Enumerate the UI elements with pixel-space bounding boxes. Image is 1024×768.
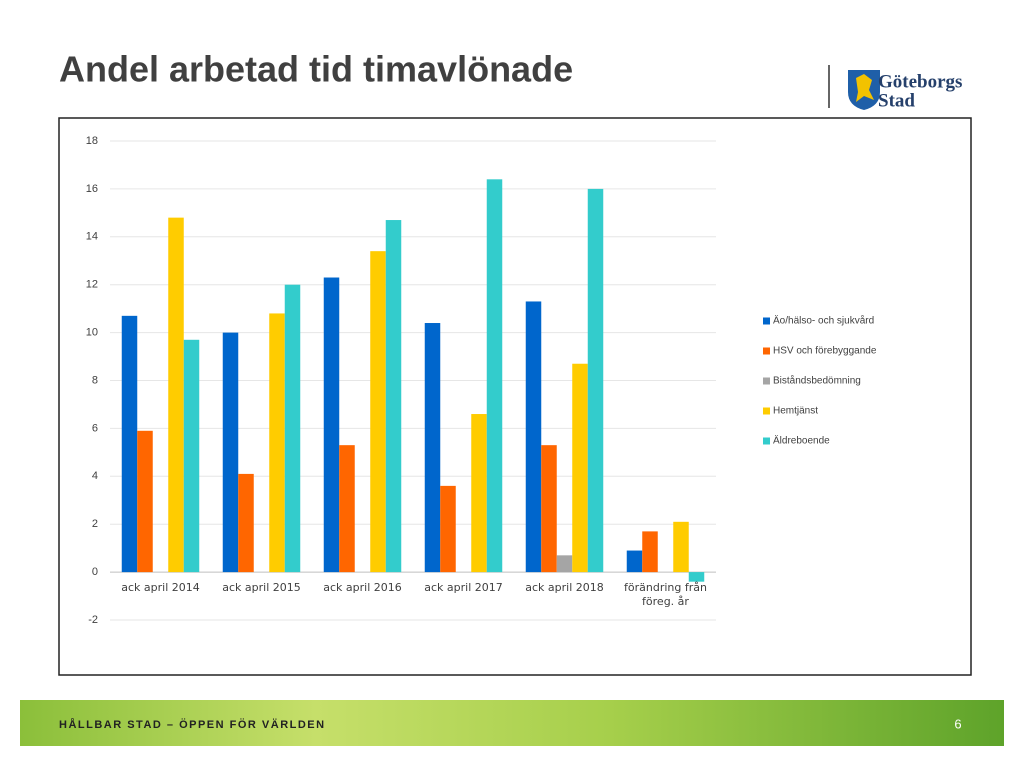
logo-lion: [856, 74, 874, 102]
bar: [642, 531, 658, 573]
y-tick-label: 0: [92, 566, 98, 578]
bar: [471, 414, 487, 573]
legend-swatch: [763, 407, 770, 415]
bar: [323, 277, 340, 573]
y-tick-label: 18: [86, 135, 98, 147]
y-tick-label: 12: [86, 279, 98, 291]
legend-swatch: [763, 377, 770, 385]
bar: [168, 217, 184, 573]
x-tick-label: ack april 2018: [525, 581, 604, 595]
bar: [541, 445, 557, 573]
bar: [121, 315, 138, 573]
bar: [556, 555, 573, 573]
x-tick-label: ack april 2014: [121, 581, 200, 595]
y-tick-label: 4: [92, 470, 98, 482]
legend-label: Äo/hälso- och sjukvård: [773, 315, 874, 327]
footer-text: HÅLLBAR STAD – ÖPPEN FÖR VÄRLDEN: [59, 718, 326, 731]
bar: [626, 550, 643, 573]
bar: [222, 332, 239, 573]
logo-text: Stad: [878, 90, 915, 111]
x-tick-label: ack april 2017: [424, 581, 503, 595]
chart-frame: [58, 117, 972, 676]
y-tick-label: 16: [86, 183, 98, 195]
legend-label: Hemtjänst: [773, 406, 818, 417]
y-tick-label: 10: [86, 327, 98, 339]
y-tick-label: 14: [86, 231, 98, 243]
bar: [673, 521, 689, 573]
page-number: 6: [954, 716, 961, 731]
bar: [269, 313, 285, 573]
bar: [572, 363, 588, 573]
bar: [183, 339, 200, 573]
bar: [137, 430, 153, 573]
bar: [284, 284, 301, 573]
bar: [385, 220, 402, 573]
bar: [525, 301, 542, 573]
slide-title: Andel arbetad tid timavlönade: [59, 49, 573, 90]
y-tick-label: -2: [88, 614, 98, 626]
plot: -2 0 2 4 6 8 10 12 14 16 18 Äo/hälso- och sjukvård H…: [86, 135, 877, 626]
bar: [587, 188, 604, 573]
bar: [688, 572, 705, 582]
y-tick-label: 8: [92, 374, 98, 386]
bar: [440, 485, 456, 573]
y-tick-label: 6: [92, 422, 98, 434]
bar: [486, 179, 503, 573]
bar: [424, 323, 441, 573]
logo-text: Göteborgs: [878, 71, 962, 92]
x-tick-label: förändring från föreg. år: [624, 581, 707, 609]
bar: [339, 445, 355, 573]
legend-swatch: [763, 317, 770, 325]
legend-swatch: [763, 437, 770, 445]
legend-label: HSV och förebyggande: [773, 346, 877, 357]
footer-band: [20, 700, 1004, 746]
x-tick-label: ack april 2015: [222, 581, 301, 595]
legend-label: Biståndsbedömning: [773, 375, 861, 387]
bar: [238, 473, 254, 573]
legend-swatch: [763, 347, 770, 355]
x-tick-label: ack april 2016: [323, 581, 402, 595]
y-tick-label: 2: [92, 518, 98, 530]
legend-label: Äldreboende: [773, 435, 830, 447]
bar: [370, 251, 386, 573]
